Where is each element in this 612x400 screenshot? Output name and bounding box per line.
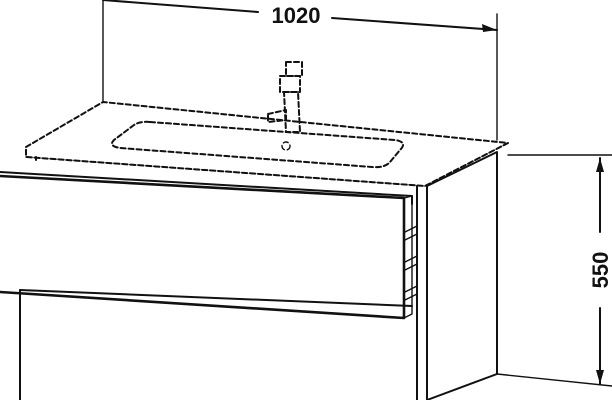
basin-side-edge [424,142,509,187]
lower-drawer-top-edge [19,289,413,307]
drawer-runner-5 [404,285,418,293]
cabinet-side-panel [426,151,498,400]
tap-handle [279,75,301,93]
washbasin [25,101,509,187]
height-arrowhead-top-icon [596,158,604,172]
tap-spout [267,109,287,123]
drain [281,141,291,151]
tap-lever [285,61,303,77]
drawer-runner-1 [404,225,418,233]
upper-drawer-front [0,174,406,320]
height-label: 550 [588,252,612,289]
drawer-runner-6 [404,293,418,301]
tap-icon [267,61,303,151]
basin-front-edge [25,156,426,187]
width-label: 1020 [272,3,321,28]
width-arrowhead-icon [482,24,497,32]
cabinet [19,151,498,400]
drawer-runner-4 [404,263,418,271]
width-dimension-line-right [331,17,498,31]
upper-drawer-side [403,195,413,319]
width-dimension-line-left [102,0,259,13]
height-arrowhead-bottom-icon [596,370,604,384]
basin-bowl [111,120,405,169]
width-dimension: 1020 [102,0,498,141]
upper-drawer [0,171,413,320]
drawer-runner-2 [404,233,418,241]
height-dimension: 550 [496,154,612,387]
basin-top-outline [25,101,509,187]
height-extension-line-bottom [496,373,612,387]
drawer-runner-3 [404,255,418,263]
